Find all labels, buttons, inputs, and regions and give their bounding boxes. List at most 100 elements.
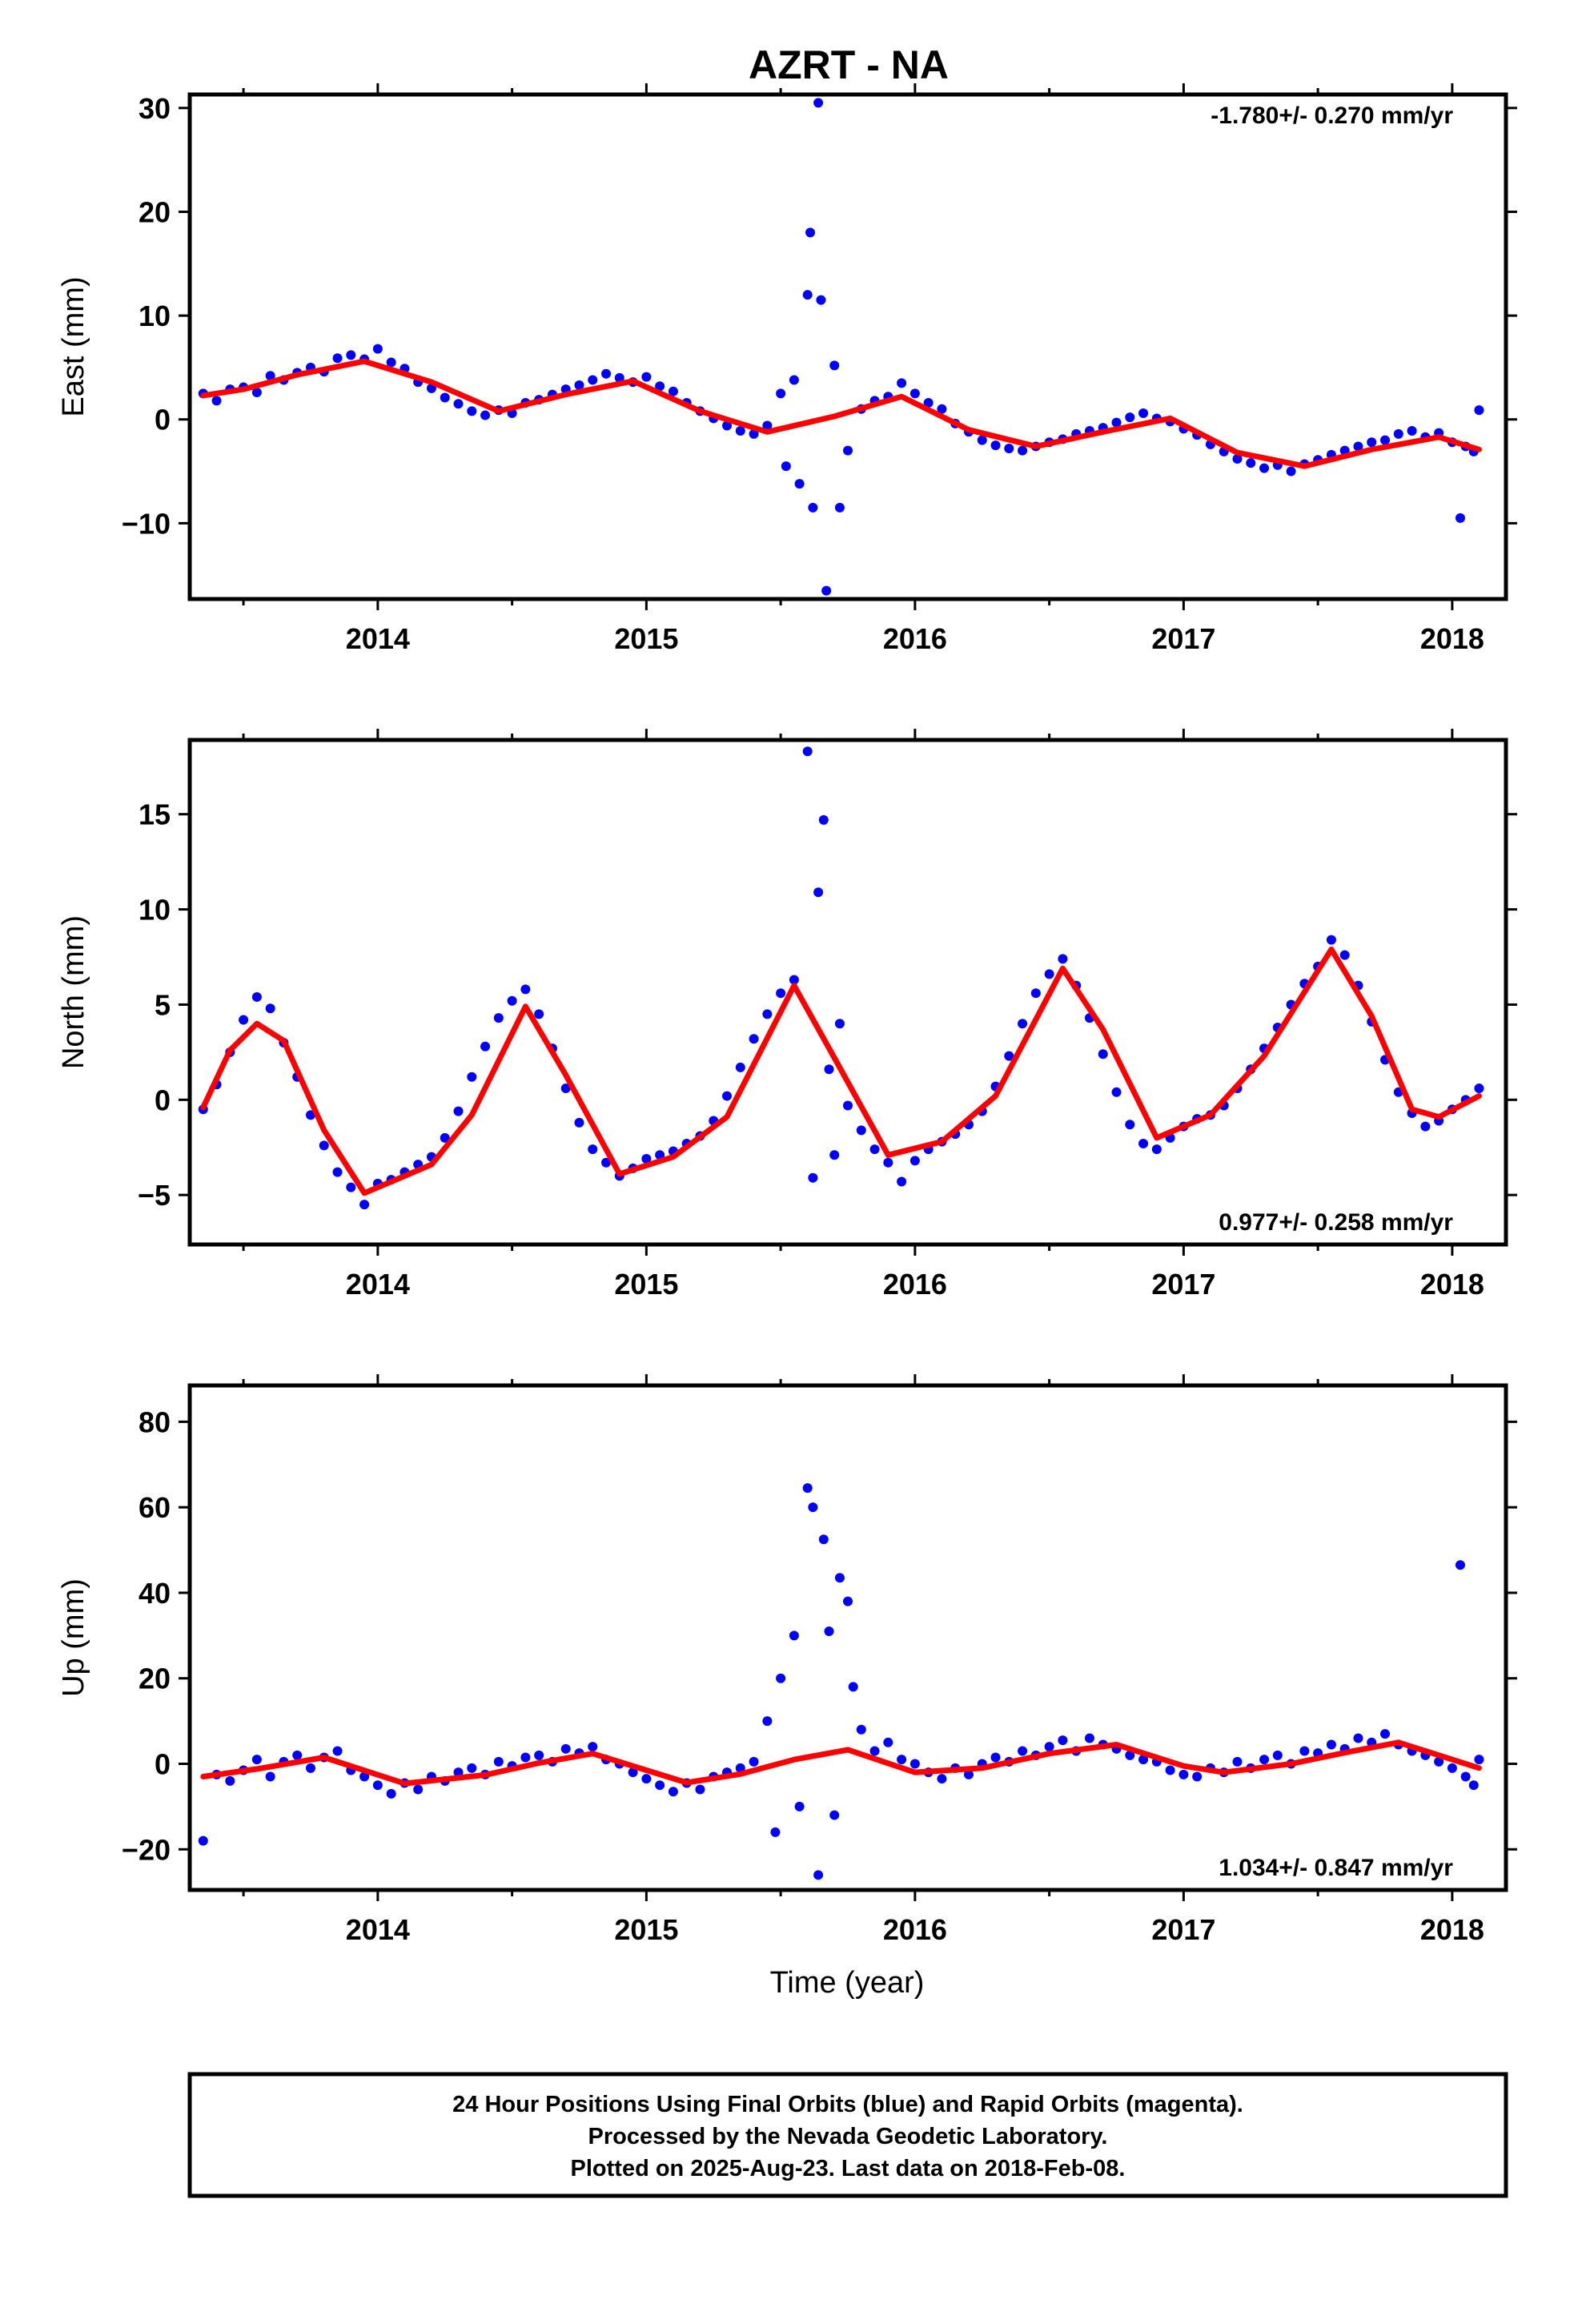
- up-data-point: [534, 1750, 544, 1760]
- north-data-point: [749, 1034, 759, 1044]
- east-data-point: [1393, 428, 1403, 439]
- up-data-point: [292, 1750, 303, 1760]
- up-y-axis-label: Up (mm): [57, 1578, 90, 1697]
- north-data-point: [843, 1100, 853, 1111]
- north-data-point: [520, 984, 531, 995]
- up-data-point: [1178, 1769, 1189, 1779]
- east-data-point: [829, 360, 840, 371]
- east-data-point: [821, 585, 832, 596]
- up-x-tick-label: 2014: [346, 1913, 410, 1946]
- up-data-point: [770, 1827, 781, 1837]
- north-data-point: [829, 1150, 840, 1160]
- east-data-point: [990, 440, 1001, 451]
- north-data-point: [1420, 1121, 1431, 1132]
- east-data-point: [843, 445, 853, 456]
- east-model-line: [200, 358, 1482, 469]
- north-data-point: [1030, 988, 1041, 999]
- east-data-point: [601, 368, 612, 379]
- up-data-point: [735, 1763, 745, 1773]
- north-data-point: [588, 1144, 598, 1155]
- north-data-point: [359, 1200, 370, 1210]
- east-data-point: [937, 404, 947, 414]
- up-data-point: [762, 1716, 773, 1727]
- north-data-point: [305, 1110, 315, 1120]
- up-data-point: [1380, 1729, 1391, 1739]
- north-data-point: [869, 1144, 880, 1155]
- north-data-point: [1111, 1087, 1122, 1097]
- east-data-point: [467, 406, 477, 416]
- up-data-point: [1125, 1750, 1135, 1760]
- north-data-point: [883, 1157, 893, 1168]
- up-frame: [187, 1383, 1508, 1892]
- north-data-point: [789, 975, 799, 985]
- up-data-point: [1468, 1780, 1479, 1791]
- up-data-point: [808, 1502, 818, 1513]
- north-data-point: [453, 1106, 464, 1116]
- up-data-point: [1044, 1742, 1054, 1752]
- east-data-point: [805, 227, 816, 238]
- north-x-tick-label: 2018: [1420, 1268, 1484, 1301]
- east-data-point: [346, 350, 356, 360]
- north-y-tick-label: 5: [155, 988, 171, 1021]
- east-data-point: [1232, 454, 1243, 464]
- north-data-point: [834, 1019, 845, 1029]
- north-data-point: [762, 1009, 773, 1019]
- north-data-point: [239, 1015, 249, 1025]
- north-data-point: [251, 991, 262, 1002]
- up-data-point: [897, 1755, 907, 1765]
- up-data-point: [802, 1483, 813, 1494]
- east-data-point: [614, 372, 624, 383]
- north-data-point: [1044, 969, 1054, 979]
- up-data-point: [1165, 1765, 1175, 1775]
- up-data-point: [413, 1784, 424, 1795]
- up-panel: 2014 2015 2016 2017 2018 −20 0 20 40 60 80 Up (mm) 1…: [57, 1374, 1517, 1946]
- north-data-point: [856, 1125, 866, 1136]
- up-rate-label: 1.034+/- 0.847 mm/yr: [1219, 1855, 1453, 1881]
- up-y-tick-label: 60: [139, 1491, 171, 1524]
- east-data-point: [440, 392, 450, 403]
- east-data-point: [1004, 444, 1014, 454]
- north-data-point: [824, 1064, 834, 1075]
- east-data-point: [1407, 426, 1417, 436]
- north-data-point: [776, 988, 786, 999]
- north-data-point: [493, 1013, 504, 1023]
- east-data-point: [722, 420, 733, 431]
- north-x-tick-label: 2015: [614, 1268, 678, 1301]
- up-data-point: [588, 1742, 598, 1752]
- east-data-point: [776, 388, 786, 399]
- east-data-point: [332, 353, 343, 364]
- up-data-point: [749, 1756, 759, 1767]
- up-data-point: [1272, 1750, 1283, 1760]
- up-data-point: [1434, 1756, 1444, 1767]
- north-data-point: [1004, 1051, 1014, 1061]
- north-x-tick-label: 2014: [346, 1268, 410, 1301]
- north-data-point: [480, 1041, 491, 1051]
- up-data-point: [1460, 1771, 1471, 1782]
- up-data-point: [520, 1752, 531, 1763]
- north-data-point: [1098, 1049, 1108, 1059]
- east-x-tick-label: 2018: [1420, 622, 1484, 655]
- east-x-tick-label: 2014: [346, 622, 410, 655]
- up-data-point: [372, 1780, 383, 1791]
- east-data-point: [977, 435, 987, 445]
- east-data-point: [789, 375, 799, 385]
- east-data-point: [588, 375, 598, 385]
- east-data-point: [735, 426, 745, 436]
- east-panel: 2014 2015 2016 2017 2018 −10 0 10 20 30 East (mm) -…: [57, 83, 1517, 655]
- x-axis-label: Time (year): [770, 1966, 925, 2000]
- up-data-point: [776, 1673, 786, 1683]
- north-data-point: [467, 1072, 477, 1082]
- north-x-tick-label: 2017: [1151, 1268, 1215, 1301]
- east-data-point: [641, 372, 652, 382]
- up-data-point: [225, 1775, 235, 1786]
- east-y-tick-label: 0: [155, 404, 171, 436]
- north-data-point: [808, 1172, 818, 1183]
- east-data-point: [655, 381, 665, 392]
- up-data-point: [251, 1755, 262, 1765]
- up-data-point: [813, 1870, 824, 1880]
- up-data-point: [493, 1756, 504, 1767]
- east-y-axis-label: East (mm): [57, 276, 90, 416]
- up-data-point: [1259, 1755, 1270, 1765]
- up-x-tick-label: 2017: [1151, 1913, 1215, 1946]
- north-data-point: [319, 1140, 329, 1151]
